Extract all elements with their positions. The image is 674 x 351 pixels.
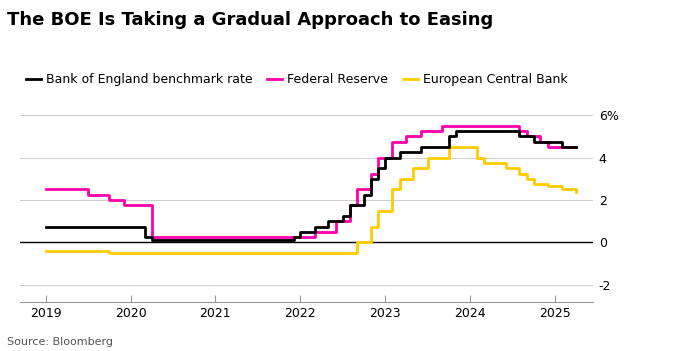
Text: The BOE Is Taking a Gradual Approach to Easing: The BOE Is Taking a Gradual Approach to … <box>7 11 493 28</box>
Legend: Bank of England benchmark rate, Federal Reserve, European Central Bank: Bank of England benchmark rate, Federal … <box>21 68 573 91</box>
Text: Source: Bloomberg: Source: Bloomberg <box>7 338 113 347</box>
